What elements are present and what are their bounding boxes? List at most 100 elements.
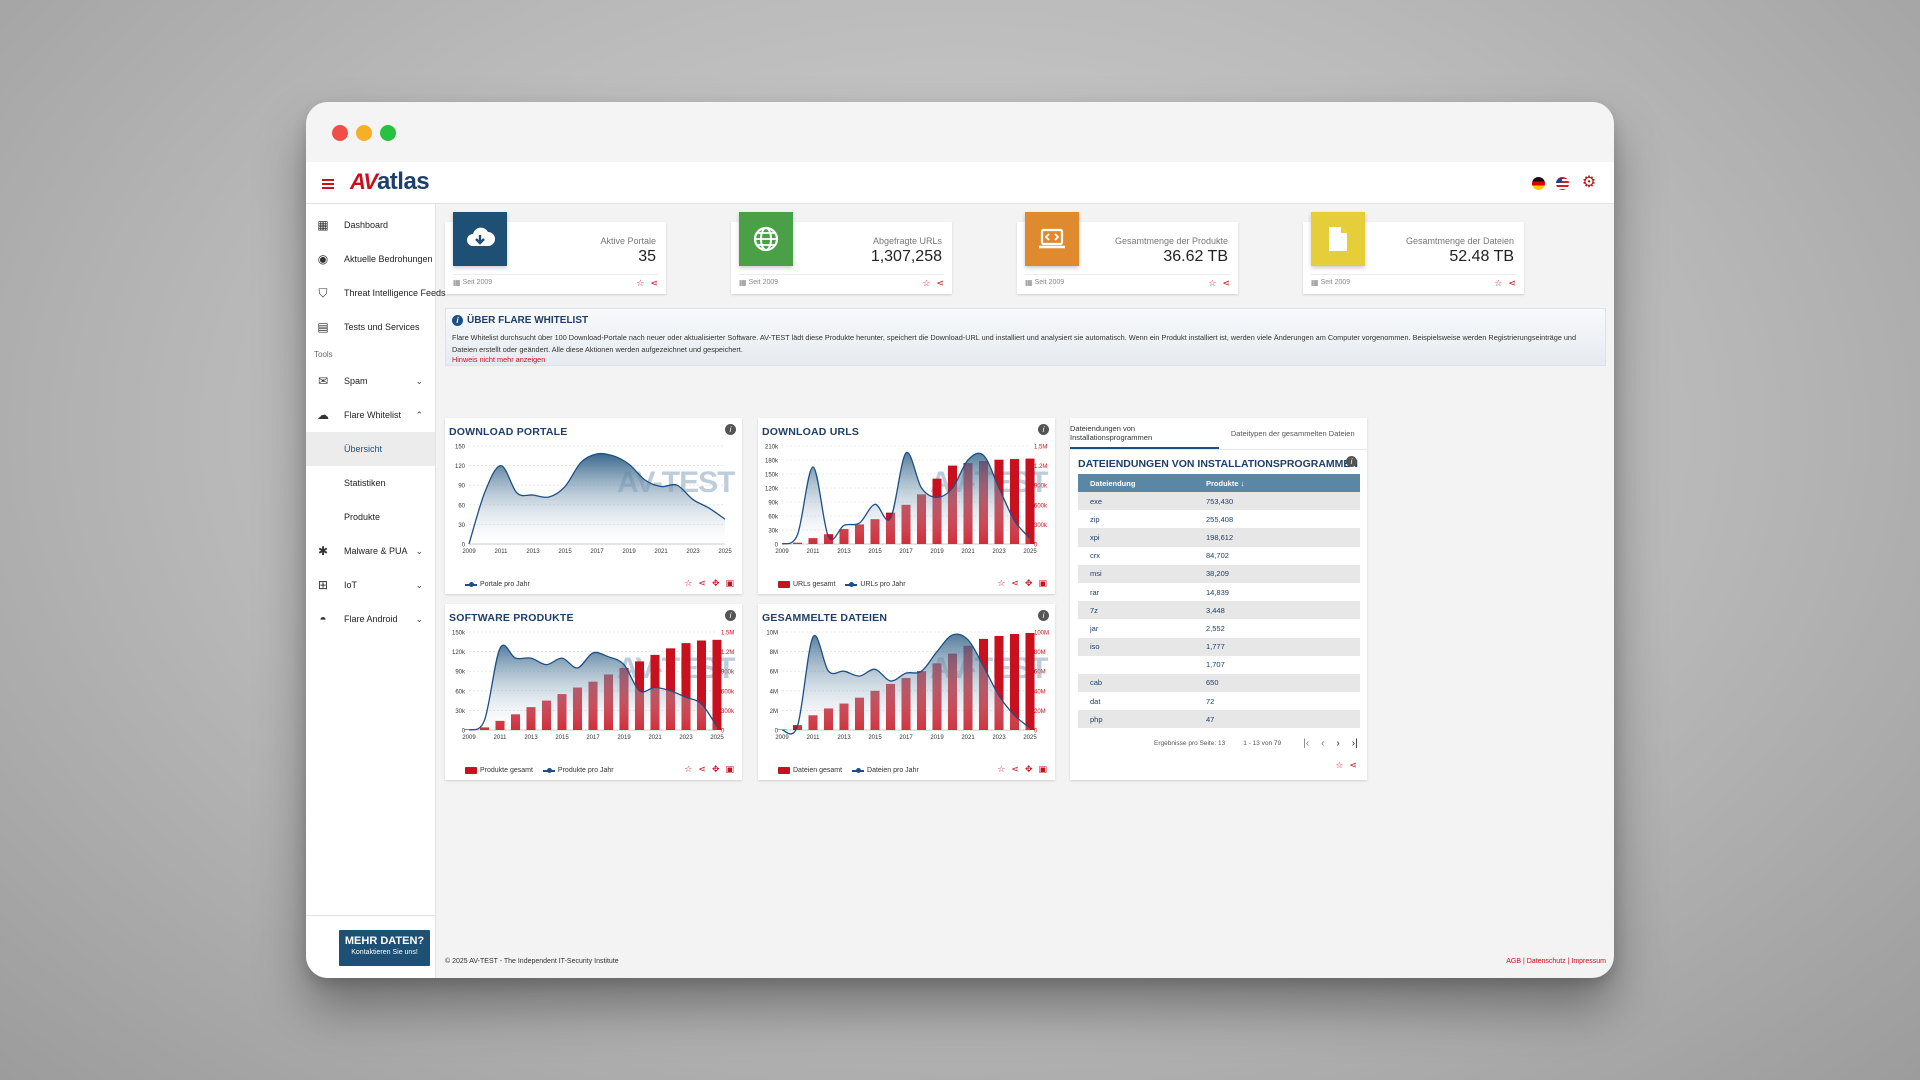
stat-card-portale: Aktive Portale 35 ▦ Seit 2009 ☆ ⋖ [445, 212, 666, 294]
sidebar-item-spam[interactable]: ✉ Spam ⌄ [306, 364, 435, 398]
sidebar-item-flare-whitelist[interactable]: ☁ Flare Whitelist ⌃ [306, 398, 435, 432]
avatlas-logo[interactable]: AV atlas [350, 168, 430, 196]
legend-item[interactable]: URLs pro Jahr [845, 581, 906, 588]
share-icon[interactable]: ⋖ [1011, 578, 1019, 588]
column-header-dateiendung[interactable]: Dateiendung [1090, 478, 1136, 488]
legend-item[interactable]: Dateien gesamt [778, 767, 842, 774]
legend-item[interactable]: Produkte pro Jahr [542, 767, 614, 774]
star-icon[interactable]: ☆ [997, 764, 1006, 774]
y-right-tick-label: 80M [1034, 650, 1046, 656]
table-row[interactable]: crx 84,702 [1078, 547, 1360, 565]
more-data-button[interactable]: MEHR DATEN? Kontaktieren Sie uns! [339, 930, 430, 966]
y-right-tick-label: 1.5M [721, 631, 734, 637]
sidebar-item-aktuelle-bedrohungen[interactable]: ◉ Aktuelle Bedrohungen [306, 242, 435, 276]
star-icon[interactable]: ☆ [1494, 277, 1503, 288]
star-icon[interactable]: ☆ [684, 578, 693, 588]
move-icon[interactable]: ✥ [1024, 764, 1033, 774]
share-icon[interactable]: ⋖ [1011, 764, 1019, 774]
info-icon[interactable]: i [1038, 424, 1049, 435]
info-icon: i [452, 315, 463, 326]
bar [1009, 459, 1020, 544]
table-row[interactable]: xpi 198,612 [1078, 528, 1360, 547]
save-icon[interactable]: ▣ [1038, 764, 1047, 774]
move-icon[interactable]: ✥ [711, 578, 720, 588]
star-icon[interactable]: ☆ [636, 277, 645, 288]
info-icon[interactable]: i [1346, 456, 1357, 467]
minimize-window-button[interactable] [356, 125, 372, 141]
table-row[interactable]: iso 1,777 [1078, 637, 1360, 656]
y-tick-label: 180k [765, 459, 779, 465]
move-icon[interactable]: ✥ [711, 764, 720, 774]
x-tick-label: 2023 [992, 549, 1006, 555]
info-icon[interactable]: i [1038, 610, 1049, 621]
table-title: DATEIENDUNGEN VON INSTALLATIONSPROGRAMME… [1078, 458, 1358, 470]
close-window-button[interactable] [332, 125, 348, 141]
gear-icon[interactable]: ⚙ [1581, 174, 1597, 191]
sidebar-item-produkte[interactable]: Produkte [344, 512, 381, 522]
x-tick-label: 2009 [775, 549, 789, 555]
hamburger-menu-icon[interactable] [318, 172, 340, 194]
share-icon[interactable]: ⋖ [698, 578, 706, 588]
table-row[interactable]: 1,707 [1078, 656, 1360, 674]
x-tick-label: 2021 [648, 735, 662, 741]
sidebar-item-flare-android[interactable]: ◓ Flare Android ⌄ [306, 602, 435, 636]
star-icon[interactable]: ☆ [1208, 277, 1217, 288]
datenschutz-link[interactable]: Datenschutz [1526, 958, 1566, 965]
last-page-icon[interactable]: ›| [1351, 737, 1358, 749]
table-row[interactable]: 7z 3,448 [1078, 601, 1360, 620]
save-icon[interactable]: ▣ [1038, 578, 1047, 588]
us-flag-icon[interactable] [1556, 177, 1569, 190]
chart-title: SOFTWARE PRODUKTE [449, 612, 574, 624]
table-row[interactable]: msi 38,209 [1078, 564, 1360, 583]
sidebar-item-dashboard[interactable]: ▦ Dashboard [306, 208, 435, 242]
stat-card-dateien: Gesamtmenge der Dateien 52.48 TB ▦ Seit … [1303, 212, 1524, 294]
tab-dateiendungen[interactable]: Dateiendungen von Installationsprogramme… [1070, 418, 1219, 449]
first-page-icon[interactable]: |‹ [1303, 737, 1310, 749]
impressum-link[interactable]: Impressum [1571, 958, 1606, 965]
info-icon[interactable]: i [725, 424, 736, 435]
table-row[interactable]: jar 2,552 [1078, 619, 1360, 637]
table-row[interactable]: dat 72 [1078, 692, 1360, 710]
table-row[interactable]: php 47 [1078, 710, 1360, 729]
sidebar-item-label: Spam [344, 376, 368, 386]
x-tick-label: 2019 [617, 735, 631, 741]
info-icon[interactable]: i [725, 610, 736, 621]
maximize-window-button[interactable] [380, 125, 396, 141]
share-icon[interactable]: ⋖ [936, 277, 944, 288]
hide-notice-link[interactable]: Hinweis nicht mehr anzeigen [452, 355, 546, 364]
move-icon[interactable]: ✥ [1024, 578, 1033, 588]
save-icon[interactable]: ▣ [725, 578, 734, 588]
star-icon[interactable]: ☆ [997, 578, 1006, 588]
next-page-icon[interactable]: › [1336, 737, 1340, 749]
share-icon[interactable]: ⋖ [1508, 277, 1516, 288]
sidebar-item-tests[interactable]: ▤ Tests und Services [306, 310, 435, 344]
table-row[interactable]: zip 255,408 [1078, 510, 1360, 528]
legend-item[interactable]: Portale pro Jahr [465, 581, 530, 588]
save-icon[interactable]: ▣ [725, 764, 734, 774]
sidebar-item-threat-feeds[interactable]: ⛉ Threat Intelligence Feeds [306, 276, 445, 310]
table-row[interactable]: rar 14,839 [1078, 583, 1360, 601]
share-icon[interactable]: ⋖ [1222, 277, 1230, 288]
column-header-produkte[interactable]: Produkte ↓ [1206, 479, 1244, 488]
sidebar-item-iot[interactable]: ⊞ IoT ⌄ [306, 568, 435, 602]
share-icon[interactable]: ⋖ [650, 277, 658, 288]
german-flag-icon[interactable] [1532, 177, 1545, 190]
prev-page-icon[interactable]: ‹ [1321, 737, 1325, 749]
per-page-label[interactable]: Ergebnisse pro Seite: 13 [1154, 739, 1226, 747]
legend-item[interactable]: Dateien pro Jahr [852, 767, 919, 774]
stat-footer: ▦ Seit 2009 ☆ ⋖ [1025, 274, 1230, 290]
star-icon[interactable]: ☆ [922, 277, 931, 288]
table-row[interactable]: exe 753,430 [1078, 492, 1360, 511]
legend-item[interactable]: URLs gesamt [778, 581, 835, 588]
share-icon[interactable]: ⋖ [698, 764, 706, 774]
table-row[interactable]: cab 650 [1078, 673, 1360, 693]
star-icon[interactable]: ☆ [684, 764, 693, 774]
sidebar-item-statistiken[interactable]: Statistiken [344, 478, 386, 488]
agb-link[interactable]: AGB [1506, 958, 1522, 965]
share-icon[interactable]: ⋖ [1349, 760, 1357, 770]
sidebar-item-uebersicht[interactable]: Übersicht [306, 432, 435, 466]
sidebar-item-malware-pua[interactable]: ✱ Malware & PUA ⌄ [306, 534, 435, 568]
star-icon[interactable]: ☆ [1335, 760, 1344, 770]
legend-item[interactable]: Produkte gesamt [465, 767, 533, 774]
tab-dateitypen[interactable]: Dateitypen der gesammelten Dateien [1230, 429, 1355, 438]
